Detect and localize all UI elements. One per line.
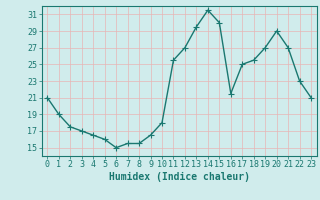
X-axis label: Humidex (Indice chaleur): Humidex (Indice chaleur) bbox=[109, 172, 250, 182]
